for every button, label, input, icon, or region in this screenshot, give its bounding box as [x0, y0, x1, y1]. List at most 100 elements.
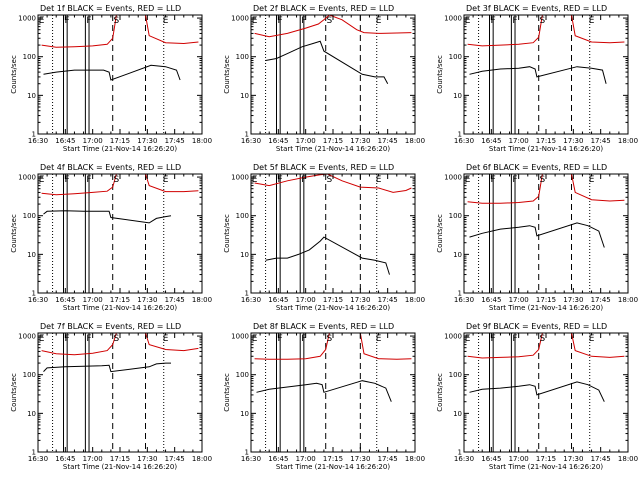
series-line-events [43, 210, 172, 224]
y-axis-label: Counts/sec [10, 214, 18, 253]
series-line-events [43, 64, 181, 81]
x-tick-label: 17:30 [350, 455, 370, 463]
x-tick-label: 18:00 [618, 296, 638, 304]
region-marker-label: S [113, 16, 119, 26]
x-tick-label: 17:00 [296, 296, 316, 304]
y-tick-label: 100 [23, 371, 36, 379]
x-tick-label: 18:00 [192, 296, 212, 304]
y-tick-label: 1 [458, 290, 462, 298]
y-tick-label: 10 [453, 251, 462, 259]
y-tick-label: 1000 [18, 333, 36, 341]
x-axis-label: Start Time (21-Nov-14 16:26:20) [276, 463, 390, 471]
region-marker-label: F [512, 334, 517, 344]
x-tick-label: 16:30 [241, 296, 261, 304]
y-tick-label: 100 [236, 371, 249, 379]
region-marker-label: F [278, 334, 283, 344]
x-tick-label: 16:45 [268, 455, 288, 463]
region-marker-label: S [539, 334, 545, 344]
region-marker-label: E [252, 334, 258, 344]
x-tick-label: 17:30 [563, 455, 583, 463]
region-marker-label: E [376, 334, 382, 344]
series-line-lld [467, 15, 625, 47]
x-tick-label: 17:15 [323, 455, 343, 463]
x-tick-label: 17:30 [350, 137, 370, 145]
region-marker-label: F [301, 16, 306, 26]
region-marker-label: E [376, 16, 382, 26]
plot-area [41, 15, 199, 134]
x-tick-label: 17:00 [296, 137, 316, 145]
panel-det-9: Det 9f BLACK = Events, RED = LLD E F F S E 1 10… [436, 322, 638, 471]
x-tick-label: 17:00 [509, 137, 529, 145]
plot-area [41, 174, 199, 293]
panel-det-8: Det 8f BLACK = Events, RED = LLD E F F S E 1 10… [223, 322, 425, 471]
y-tick-label: 10 [453, 92, 462, 100]
x-tick-label: 17:45 [378, 455, 398, 463]
series-line-lld [254, 333, 412, 360]
panel-title: Det 8f BLACK = Events, RED = LLD [253, 322, 394, 331]
region-marker-label: S [326, 334, 332, 344]
x-tick-label: 16:45 [55, 296, 75, 304]
x-tick-label: 16:30 [454, 137, 474, 145]
x-tick-label: 16:45 [55, 137, 75, 145]
panel-title: Det 9f BLACK = Events, RED = LLD [466, 322, 607, 331]
region-marker-label: E [39, 334, 45, 344]
region-marker-label: S [113, 334, 119, 344]
y-tick-label: 1 [245, 449, 249, 457]
x-tick-label: 16:45 [481, 455, 501, 463]
x-tick-label: 16:30 [454, 296, 474, 304]
x-tick-label: 16:30 [28, 296, 48, 304]
x-axis-label: Start Time (21-Nov-14 16:26:20) [63, 304, 177, 312]
x-axis-label: Start Time (21-Nov-14 16:26:20) [489, 304, 603, 312]
x-tick-label: 17:15 [110, 137, 130, 145]
x-tick-label: 18:00 [192, 455, 212, 463]
x-tick-label: 17:30 [137, 137, 157, 145]
x-tick-label: 16:30 [28, 455, 48, 463]
region-marker-label: F [491, 175, 496, 185]
x-tick-label: 17:45 [165, 455, 185, 463]
region-marker-label: E [163, 16, 169, 26]
x-tick-label: 17:45 [378, 137, 398, 145]
x-tick-label: 17:15 [110, 455, 130, 463]
plot-frame [37, 332, 203, 453]
panel-title: Det 6f BLACK = Events, RED = LLD [466, 163, 607, 172]
plot-frame [463, 332, 629, 453]
plot-frame [463, 173, 629, 294]
x-tick-label: 17:15 [323, 137, 343, 145]
x-axis-label: Start Time (21-Nov-14 16:26:20) [276, 145, 390, 153]
y-tick-label: 1 [245, 290, 249, 298]
region-marker-label: E [376, 175, 382, 185]
region-marker-label: F [86, 175, 91, 185]
y-axis-label: Counts/sec [223, 214, 231, 253]
x-tick-label: 18:00 [405, 296, 425, 304]
x-tick-label: 18:00 [618, 455, 638, 463]
y-tick-label: 1 [32, 131, 36, 139]
y-tick-label: 1 [458, 449, 462, 457]
region-marker-label: F [512, 175, 517, 185]
x-tick-label: 18:00 [405, 455, 425, 463]
series-line-lld [41, 174, 199, 196]
y-tick-label: 1 [32, 290, 36, 298]
y-tick-label: 1000 [231, 15, 249, 23]
x-tick-label: 16:45 [268, 296, 288, 304]
plot-area [467, 333, 625, 452]
y-tick-label: 10 [27, 410, 36, 418]
x-tick-label: 17:00 [83, 137, 103, 145]
series-line-events [43, 362, 171, 373]
x-tick-label: 17:30 [137, 296, 157, 304]
region-marker-label: F [278, 175, 283, 185]
region-marker-label: E [589, 334, 595, 344]
x-tick-label: 17:15 [110, 296, 130, 304]
series-line-lld [254, 15, 412, 38]
y-tick-label: 1000 [444, 333, 462, 341]
region-marker-label: E [589, 16, 595, 26]
x-tick-label: 17:00 [83, 455, 103, 463]
x-tick-label: 17:15 [536, 455, 556, 463]
y-tick-label: 1 [245, 131, 249, 139]
region-marker-label: F [512, 16, 517, 26]
panel-det-3: Det 3f BLACK = Events, RED = LLD E F F S E 1 10… [436, 4, 638, 153]
plot-frame [37, 14, 203, 135]
region-marker-label: F [65, 175, 70, 185]
y-tick-label: 100 [449, 53, 462, 61]
y-axis-label: Counts/sec [223, 373, 231, 412]
